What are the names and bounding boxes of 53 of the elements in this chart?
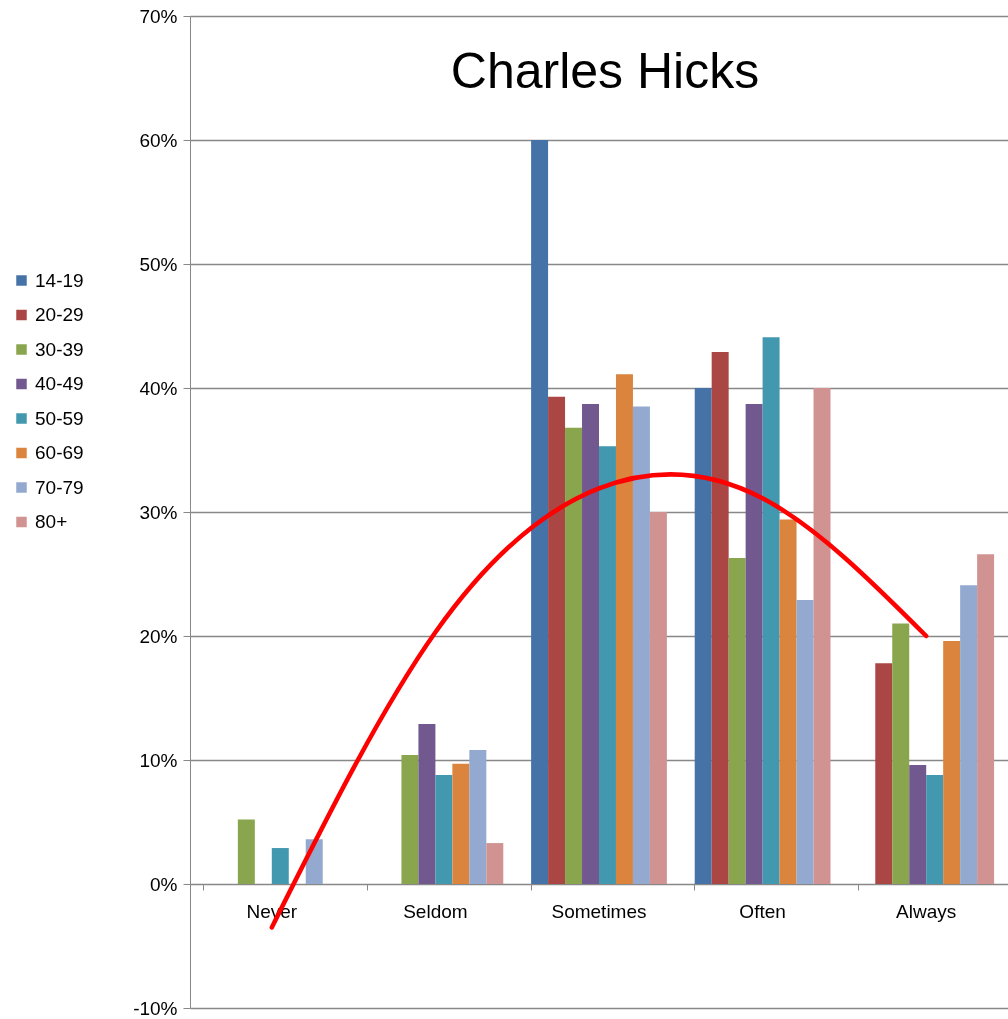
bar	[271, 848, 289, 884]
bar	[711, 352, 729, 884]
bar	[632, 406, 650, 884]
bar	[796, 600, 814, 884]
y-tick-label: 0%	[150, 873, 178, 895]
text: Charles Hicks	[450, 43, 760, 99]
bar	[943, 640, 961, 884]
legend-label: 20-29	[35, 304, 84, 325]
bar	[745, 404, 763, 884]
bar	[615, 374, 633, 884]
bar	[582, 404, 599, 884]
bar	[599, 446, 616, 884]
bar	[401, 755, 419, 884]
y-tick-label: 10%	[139, 749, 178, 771]
bar	[565, 427, 583, 884]
x-tick-label: Always	[896, 900, 957, 922]
bar	[435, 774, 453, 884]
bar	[469, 750, 487, 884]
bar	[237, 819, 255, 884]
bar	[779, 519, 797, 884]
bar	[452, 763, 470, 884]
legend-label: 14-19	[35, 269, 84, 291]
bar	[813, 388, 831, 884]
bar	[909, 764, 927, 884]
bar	[977, 554, 995, 884]
y-tick-label: -10%	[133, 997, 178, 1019]
y-tick-label: 30%	[139, 501, 178, 523]
legend-label: 80+	[35, 511, 68, 532]
x-tick-label: Often	[739, 900, 786, 922]
y-tick-label: 50%	[139, 253, 178, 275]
legend-label: 40-49	[35, 373, 84, 394]
bar	[649, 512, 667, 884]
legend-label: 30-39	[35, 338, 84, 360]
legend-label: 70-79	[35, 476, 84, 498]
bar	[486, 843, 504, 884]
bar	[762, 337, 780, 884]
y-tick-label: 20%	[139, 625, 178, 647]
bar	[728, 557, 746, 884]
legend-label: 50-59	[35, 407, 84, 429]
x-tick-label: Seldom	[403, 900, 468, 922]
bar	[694, 388, 712, 884]
y-tick-label: 60%	[139, 129, 178, 151]
x-tick-label: Sometimes	[551, 900, 647, 922]
bar	[875, 663, 893, 884]
bar	[926, 774, 944, 884]
bar	[960, 585, 978, 884]
bar	[418, 724, 436, 884]
bar	[531, 140, 549, 884]
y-tick-label: 70%	[139, 5, 178, 27]
y-tick-label: 40%	[139, 377, 178, 399]
legend-label: 60-69	[35, 442, 84, 463]
bar	[548, 396, 566, 884]
bar	[892, 623, 910, 884]
